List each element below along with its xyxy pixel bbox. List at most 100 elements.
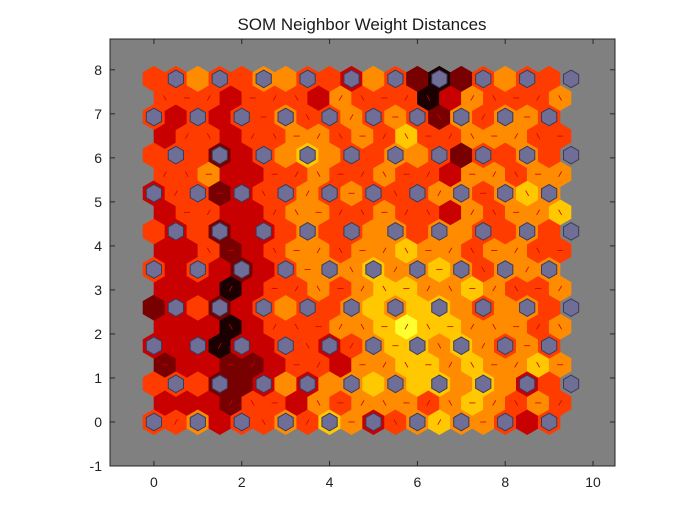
y-tick-label: 6 [94, 150, 102, 166]
neuron-marker [409, 260, 426, 279]
neuron-marker [299, 69, 316, 89]
neuron-marker [233, 412, 250, 432]
distance-cell [142, 370, 166, 397]
edge-line [558, 400, 562, 406]
edge-line [294, 400, 299, 406]
distance-cell [362, 65, 385, 92]
edge-line [536, 95, 541, 101]
edge-line [437, 114, 442, 120]
edge-line [360, 323, 365, 330]
neuron-marker [321, 336, 338, 356]
neuron-marker [167, 374, 184, 394]
distance-cell [186, 65, 210, 92]
edge-line [426, 285, 431, 292]
edge-line [558, 323, 562, 330]
distance-cell [494, 65, 517, 92]
neuron-marker [189, 183, 206, 203]
edge-line [206, 133, 211, 139]
neuron-marker [541, 336, 558, 356]
neuron-marker [431, 374, 448, 394]
distance-cell [450, 65, 473, 92]
neurons-layer [145, 69, 580, 432]
neuron-marker [453, 336, 470, 356]
edge-line [536, 323, 541, 330]
y-tick-label: 3 [94, 282, 102, 298]
neuron-marker [409, 107, 426, 127]
edge-line [360, 171, 365, 178]
y-tick-label: 0 [94, 414, 102, 430]
neuron-marker [255, 298, 272, 317]
edge-line [272, 247, 277, 254]
distance-cell [406, 218, 429, 245]
edge-line [338, 361, 343, 368]
x-axis: 0 2 4 6 8 10 [150, 39, 601, 490]
y-tick-label: -1 [90, 458, 103, 474]
distance-cell [142, 294, 166, 321]
edge-line [184, 400, 189, 406]
neuron-marker [365, 183, 382, 203]
edge-line [338, 95, 343, 101]
edge-line [228, 209, 233, 216]
edge-line [426, 95, 431, 101]
distance-cell [318, 294, 341, 321]
edge-line [426, 171, 431, 178]
edge-line [294, 171, 299, 178]
neuron-marker [475, 221, 492, 241]
distance-cell [318, 65, 341, 92]
neuron-marker [255, 145, 272, 165]
neuron-marker [409, 336, 426, 356]
edge-line [437, 419, 442, 425]
neuron-marker [475, 298, 492, 317]
edge-line [558, 171, 562, 178]
edge-line [525, 419, 530, 425]
x-tick-label: 8 [501, 474, 509, 490]
neuron-marker [145, 183, 163, 203]
x-tick-label: 2 [238, 474, 246, 490]
neuron-marker [497, 260, 514, 279]
edge-line [448, 171, 453, 178]
chart-title: SOM Neighbor Weight Distances [237, 15, 486, 34]
edge-line [338, 323, 343, 330]
edge-line [338, 209, 343, 216]
neuron-marker [365, 107, 382, 127]
neuron-marker [189, 107, 206, 127]
distance-cell [142, 218, 166, 245]
neuron-marker [453, 412, 470, 432]
edge-line [316, 400, 321, 406]
neuron-marker [343, 298, 360, 317]
neuron-marker [277, 336, 294, 356]
neuron-marker [453, 107, 470, 127]
edge-line [382, 133, 387, 139]
distance-cell [318, 142, 341, 169]
edge-line [514, 133, 519, 139]
edge-line [250, 361, 255, 368]
distance-cell [362, 370, 385, 397]
edge-line [272, 133, 277, 139]
neuron-marker [387, 145, 404, 165]
neuron-marker [321, 260, 338, 279]
distance-cell [406, 65, 429, 92]
edge-line [272, 361, 277, 368]
edge-line [470, 361, 475, 368]
neuron-marker [387, 374, 404, 394]
edge-line [448, 285, 453, 292]
edge-line [173, 190, 178, 197]
edge-line [514, 171, 519, 178]
neuron-marker [277, 107, 294, 127]
neuron-marker [145, 412, 163, 432]
edge-line [272, 209, 277, 216]
distance-cell [537, 65, 561, 92]
distance-cell [186, 142, 210, 169]
edge-line [492, 400, 497, 406]
edge-line [382, 285, 387, 292]
edge-line [228, 323, 233, 330]
distance-cell [274, 65, 297, 92]
neuron-marker [387, 221, 404, 241]
edge-line [558, 95, 562, 101]
distance-cell [274, 218, 297, 245]
distance-cell [406, 142, 429, 169]
neuron-marker [211, 69, 228, 89]
edge-line [294, 323, 299, 330]
neuron-marker [365, 336, 382, 356]
neuron-marker [519, 145, 536, 165]
